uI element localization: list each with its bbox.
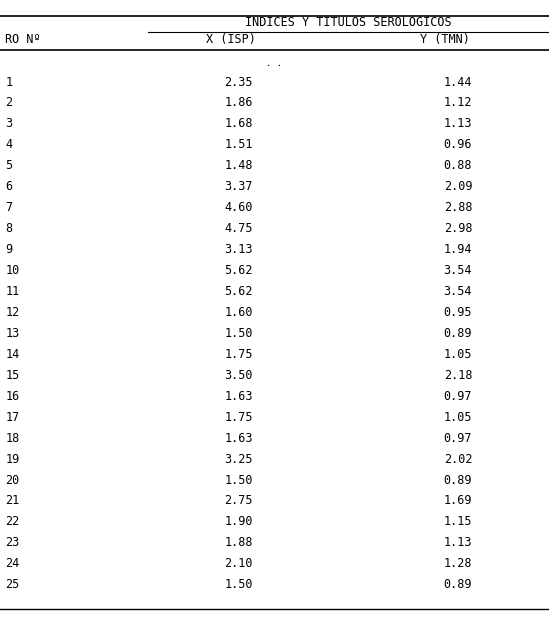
Text: 5.62: 5.62 (225, 264, 253, 277)
Text: 0.97: 0.97 (444, 390, 472, 403)
Text: X (ISP): X (ISP) (206, 33, 255, 46)
Text: 2.35: 2.35 (225, 76, 253, 89)
Text: 3.25: 3.25 (225, 453, 253, 466)
Text: 3.13: 3.13 (225, 243, 253, 256)
Text: 2.09: 2.09 (444, 180, 472, 193)
Text: 19: 19 (5, 453, 20, 466)
Text: RO Nº: RO Nº (5, 33, 41, 46)
Text: INDICES Y TITULOS SEROLOGICOS: INDICES Y TITULOS SEROLOGICOS (245, 16, 452, 29)
Text: 1.75: 1.75 (225, 348, 253, 361)
Text: 4.75: 4.75 (225, 222, 253, 235)
Text: 2.18: 2.18 (444, 369, 472, 382)
Text: 2.10: 2.10 (225, 557, 253, 570)
Text: 1.90: 1.90 (225, 515, 253, 528)
Text: 1.13: 1.13 (444, 117, 472, 130)
Text: 2.88: 2.88 (444, 202, 472, 215)
Text: 12: 12 (5, 306, 20, 319)
Text: 1.69: 1.69 (444, 495, 472, 508)
Text: 1.86: 1.86 (225, 97, 253, 110)
Text: 16: 16 (5, 390, 20, 403)
Text: 3: 3 (5, 117, 13, 130)
Text: 21: 21 (5, 495, 20, 508)
Text: 15: 15 (5, 369, 20, 382)
Text: 13: 13 (5, 327, 20, 340)
Text: 9: 9 (5, 243, 13, 256)
Text: 25: 25 (5, 578, 20, 591)
Text: 5.62: 5.62 (225, 285, 253, 298)
Text: 0.95: 0.95 (444, 306, 472, 319)
Text: 22: 22 (5, 515, 20, 528)
Text: 5: 5 (5, 159, 13, 172)
Text: 17: 17 (5, 410, 20, 423)
Text: 0.96: 0.96 (444, 138, 472, 151)
Text: 0.88: 0.88 (444, 159, 472, 172)
Text: 14: 14 (5, 348, 20, 361)
Text: 3.50: 3.50 (225, 369, 253, 382)
Text: 2.02: 2.02 (444, 453, 472, 466)
Text: 1.68: 1.68 (225, 117, 253, 130)
Text: Y (TMN): Y (TMN) (420, 33, 469, 46)
Text: 7: 7 (5, 202, 13, 215)
Text: 1.44: 1.44 (444, 76, 472, 89)
Text: 6: 6 (5, 180, 13, 193)
Text: 11: 11 (5, 285, 20, 298)
Text: 2.75: 2.75 (225, 495, 253, 508)
Text: 0.89: 0.89 (444, 578, 472, 591)
Text: 3.54: 3.54 (444, 264, 472, 277)
Text: 1.75: 1.75 (225, 410, 253, 423)
Text: . .: . . (266, 59, 283, 68)
Text: 0.89: 0.89 (444, 474, 472, 487)
Text: 20: 20 (5, 474, 20, 487)
Text: 1.51: 1.51 (225, 138, 253, 151)
Text: 1.05: 1.05 (444, 348, 472, 361)
Text: 1.50: 1.50 (225, 474, 253, 487)
Text: 1.48: 1.48 (225, 159, 253, 172)
Text: 3.54: 3.54 (444, 285, 472, 298)
Text: 23: 23 (5, 536, 20, 549)
Text: 1.94: 1.94 (444, 243, 472, 256)
Text: 1.50: 1.50 (225, 327, 253, 340)
Text: 0.97: 0.97 (444, 432, 472, 445)
Text: 1.50: 1.50 (225, 578, 253, 591)
Text: 1.15: 1.15 (444, 515, 472, 528)
Text: 1.63: 1.63 (225, 432, 253, 445)
Text: 10: 10 (5, 264, 20, 277)
Text: 1.60: 1.60 (225, 306, 253, 319)
Text: 8: 8 (5, 222, 13, 235)
Text: 1.13: 1.13 (444, 536, 472, 549)
Text: 3.37: 3.37 (225, 180, 253, 193)
Text: 18: 18 (5, 432, 20, 445)
Text: 1: 1 (5, 76, 13, 89)
Text: 1.05: 1.05 (444, 410, 472, 423)
Text: 4.60: 4.60 (225, 202, 253, 215)
Text: 2.98: 2.98 (444, 222, 472, 235)
Text: 1.63: 1.63 (225, 390, 253, 403)
Text: 4: 4 (5, 138, 13, 151)
Text: 2: 2 (5, 97, 13, 110)
Text: 1.88: 1.88 (225, 536, 253, 549)
Text: 0.89: 0.89 (444, 327, 472, 340)
Text: 24: 24 (5, 557, 20, 570)
Text: 1.28: 1.28 (444, 557, 472, 570)
Text: 1.12: 1.12 (444, 97, 472, 110)
